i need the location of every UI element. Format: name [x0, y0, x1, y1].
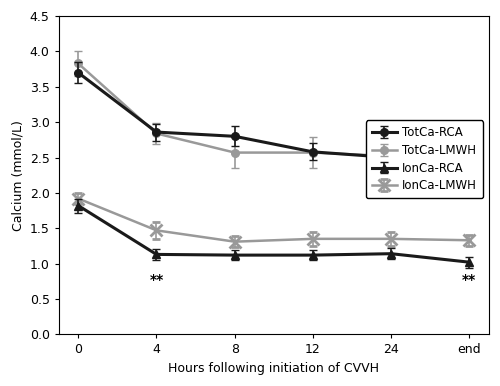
- Text: **: **: [462, 273, 476, 287]
- Text: **: **: [150, 273, 164, 287]
- Y-axis label: Calcium (mmol/L): Calcium (mmol/L): [11, 120, 24, 231]
- Legend: TotCa-RCA, TotCa-LMWH, IonCa-RCA, IonCa-LMWH: TotCa-RCA, TotCa-LMWH, IonCa-RCA, IonCa-…: [366, 120, 483, 198]
- X-axis label: Hours following initiation of CVVH: Hours following initiation of CVVH: [168, 362, 380, 375]
